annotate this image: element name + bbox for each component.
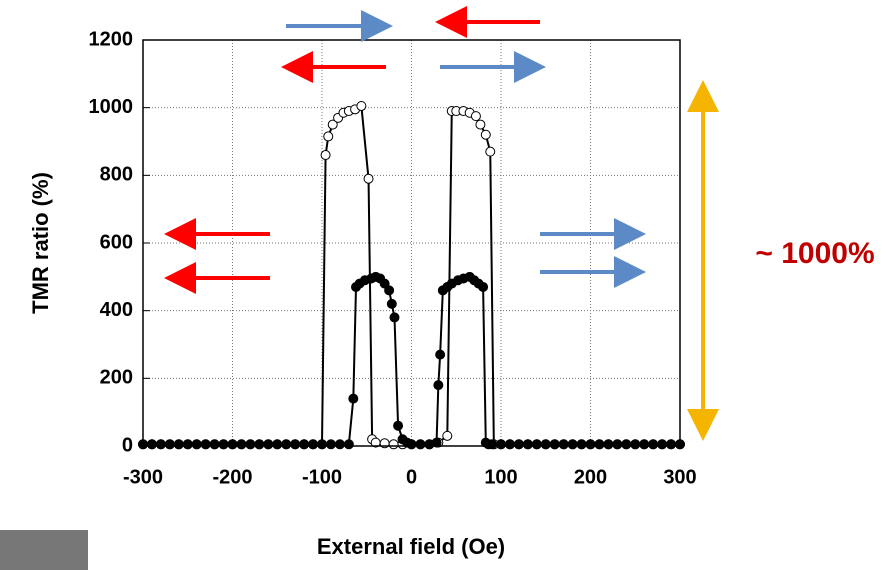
data-point [558, 439, 569, 450]
data-point [290, 439, 301, 450]
data-point [200, 439, 211, 450]
data-point [317, 439, 327, 450]
data-point [540, 439, 551, 450]
data-point [480, 129, 491, 140]
data-point [612, 439, 623, 450]
data-point [191, 439, 202, 450]
plot: 0 200 400 600 800 1000 1200 -300 -200 -100 0 100 200… [89, 28, 697, 488]
data-point [487, 439, 498, 450]
data-point [496, 439, 506, 450]
data-point [603, 439, 614, 450]
data-point [327, 119, 338, 130]
data-point [485, 146, 496, 157]
data-point [504, 439, 515, 450]
x-tick-label: 0 [406, 466, 417, 488]
data-point [384, 285, 395, 296]
data-point [218, 439, 229, 450]
data-point [531, 439, 542, 450]
data-point [263, 439, 274, 450]
y-tick-label: 1000 [89, 96, 134, 118]
y-axis-label: TMR ratio (%) [28, 172, 53, 314]
data-point [549, 439, 560, 450]
arrows [164, 6, 719, 441]
data-point [594, 439, 605, 450]
y-tick-label: 400 [100, 299, 133, 321]
data-point [666, 439, 677, 450]
data-point [308, 439, 319, 450]
data-point [146, 439, 157, 450]
y-tick-label: 800 [100, 164, 133, 186]
data-point [323, 131, 334, 142]
y-tick-label: 600 [100, 231, 133, 253]
data-point [236, 439, 247, 450]
data-point [227, 439, 238, 450]
data-point [470, 111, 481, 122]
data-point [393, 420, 404, 431]
data-point [386, 298, 397, 309]
data-point [164, 439, 175, 450]
y-tick-label: 0 [122, 434, 133, 456]
data-point [442, 430, 453, 441]
data-point [245, 439, 256, 450]
data-point [299, 439, 310, 450]
data-point [475, 119, 486, 130]
data-point [630, 439, 641, 450]
data-point [415, 439, 426, 450]
data-point [182, 439, 193, 450]
data-point [356, 100, 367, 111]
data-point [325, 439, 336, 450]
data-point [576, 439, 587, 450]
x-tick-label: 100 [484, 466, 517, 488]
data-point [639, 439, 650, 450]
data-point [379, 278, 390, 289]
data-point [585, 439, 596, 450]
data-point [348, 393, 359, 404]
data-point [648, 439, 659, 450]
data-point [657, 439, 668, 450]
plot-frame [142, 39, 681, 447]
x-tick-label: -100 [302, 466, 342, 488]
data-point [567, 439, 578, 450]
y-tick-label: 1200 [89, 28, 134, 50]
series-line [143, 104, 680, 446]
data-point [388, 439, 399, 450]
data-point [522, 439, 533, 450]
data-point [435, 349, 446, 360]
data-point [513, 439, 524, 450]
data-point [173, 439, 184, 450]
x-tick-label: 200 [574, 466, 607, 488]
data-point [334, 439, 345, 450]
annotation: ~ 1000% [755, 237, 874, 270]
data-point [621, 439, 632, 450]
data-point [433, 380, 444, 391]
data-point [209, 439, 220, 450]
data-point [389, 312, 400, 323]
data-point [155, 439, 166, 450]
data-point [363, 173, 374, 184]
data-point [478, 281, 489, 292]
data-point [406, 439, 417, 450]
x-axis-label: External field (Oe) [317, 534, 505, 559]
data-point [272, 439, 283, 450]
x-tick-label: -300 [123, 466, 163, 488]
y-tick-label: 200 [100, 367, 133, 389]
x-tick-label: 300 [663, 466, 696, 488]
data-point [320, 150, 331, 161]
data-point [343, 439, 354, 450]
data-point [254, 439, 265, 450]
x-tick-label: -200 [212, 466, 252, 488]
logo-fragment [0, 530, 88, 570]
data-point [281, 439, 292, 450]
data-point [431, 437, 442, 448]
